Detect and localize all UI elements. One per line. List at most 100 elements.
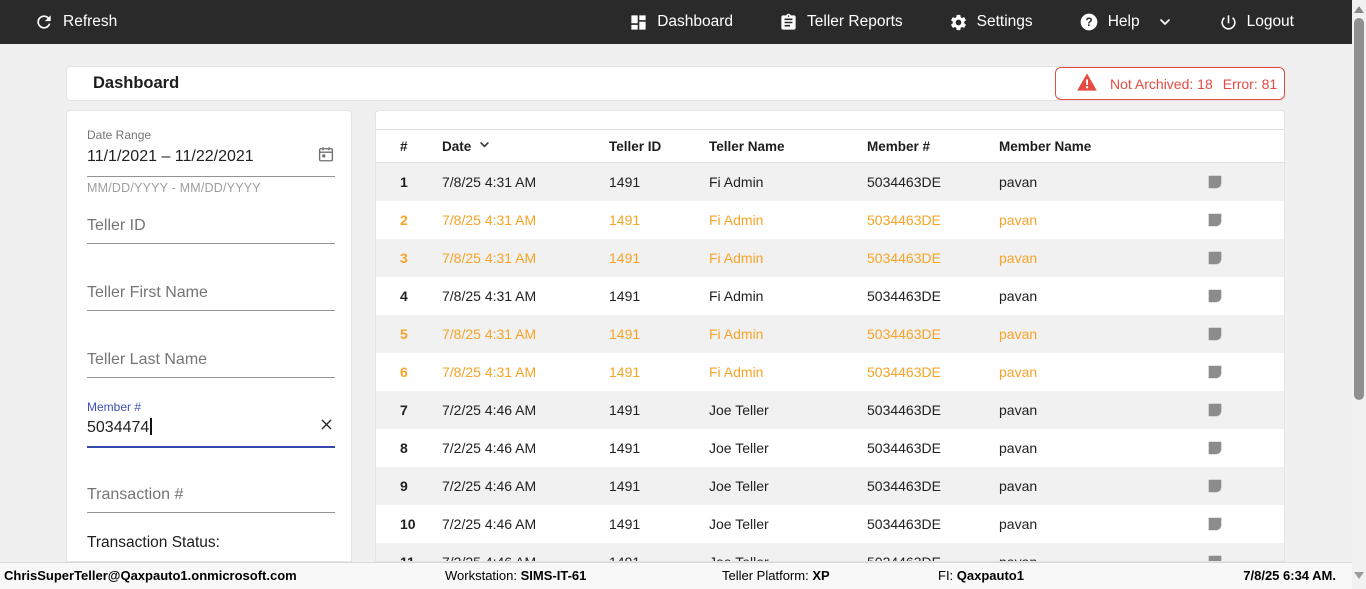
table-row[interactable]: 3 7/8/25 4:31 AM 1491 Fi Admin 5034463DE…	[376, 238, 1284, 277]
row-date: 7/8/25 4:31 AM	[442, 287, 537, 304]
row-note-cell	[1179, 429, 1284, 467]
row-teller-name: Fi Admin	[709, 325, 764, 342]
calendar-icon[interactable]	[317, 145, 335, 168]
date-range-input[interactable]: 11/1/2021 – 11/22/2021	[87, 145, 335, 177]
filters-sidebar: Date Range 11/1/2021 – 11/22/2021 MM/DD/…	[66, 110, 352, 562]
help-icon: ?	[1079, 12, 1099, 32]
note-icon[interactable]	[1206, 439, 1284, 457]
svg-text:?: ?	[1085, 16, 1092, 29]
row-number: 4	[400, 287, 408, 304]
row-note-cell	[1179, 277, 1284, 315]
vertical-scrollbar[interactable]	[1352, 0, 1366, 589]
table-row[interactable]: 9 7/2/25 4:46 AM 1491 Joe Teller 5034463…	[376, 466, 1284, 505]
row-date: 7/8/25 4:31 AM	[442, 363, 537, 380]
nav-dashboard[interactable]: Dashboard	[629, 13, 733, 32]
row-note-cell	[1179, 201, 1284, 239]
alert-error-count: Error: 81	[1222, 75, 1278, 92]
row-member-name: pavan	[999, 325, 1038, 342]
table-row[interactable]: 2 7/8/25 4:31 AM 1491 Fi Admin 5034463DE…	[376, 201, 1284, 239]
row-member-name: pavan	[999, 363, 1038, 380]
row-teller-name: Joe Teller	[709, 515, 769, 532]
row-teller-name: Fi Admin	[709, 211, 764, 228]
table-row[interactable]: 8 7/2/25 4:46 AM 1491 Joe Teller 5034463…	[376, 429, 1284, 467]
scrollbar-thumb[interactable]	[1354, 18, 1364, 400]
col-header-date[interactable]: Date	[442, 129, 609, 163]
nav-teller-reports[interactable]: Teller Reports	[779, 13, 903, 32]
archive-error-alert[interactable]: Not Archived: 18 Error: 81	[1055, 67, 1285, 100]
teller-id-placeholder: Teller ID	[87, 217, 146, 234]
note-icon[interactable]	[1206, 515, 1284, 533]
table-body: 1 7/8/25 4:31 AM 1491 Fi Admin 5034463DE…	[376, 162, 1284, 562]
chevron-down-icon	[1157, 14, 1173, 30]
col-header-teller-id[interactable]: Teller ID	[609, 129, 709, 163]
row-teller-name: Fi Admin	[709, 173, 764, 190]
nav-logout-label: Logout	[1246, 13, 1294, 30]
transaction-number-placeholder: Transaction #	[87, 486, 184, 503]
table-row[interactable]: 5 7/8/25 4:31 AM 1491 Fi Admin 5034463DE…	[376, 314, 1284, 353]
note-icon[interactable]	[1206, 401, 1284, 419]
nav-settings[interactable]: Settings	[949, 13, 1033, 32]
row-date: 7/8/25 4:31 AM	[442, 211, 537, 228]
date-range-hint: MM/DD/YYYY - MM/DD/YYYY	[87, 181, 261, 195]
table-row[interactable]: 7 7/2/25 4:46 AM 1491 Joe Teller 5034463…	[376, 390, 1284, 429]
row-teller-id: 1491	[609, 287, 641, 304]
note-icon[interactable]	[1206, 287, 1284, 305]
table-row[interactable]: 4 7/8/25 4:31 AM 1491 Fi Admin 5034463DE…	[376, 277, 1284, 315]
row-teller-id: 1491	[609, 401, 641, 418]
note-icon[interactable]	[1206, 173, 1284, 191]
note-icon[interactable]	[1206, 553, 1284, 561]
note-icon[interactable]	[1206, 249, 1284, 267]
col-header-teller-name[interactable]: Teller Name	[709, 129, 867, 163]
row-member-number: 5034463DE	[867, 287, 941, 304]
table-row[interactable]: 10 7/2/25 4:46 AM 1491 Joe Teller 503446…	[376, 505, 1284, 543]
text-caret	[150, 417, 152, 435]
nav-settings-label: Settings	[976, 13, 1033, 30]
row-teller-name: Joe Teller	[709, 439, 769, 456]
scroll-down-arrow-icon[interactable]	[1354, 572, 1364, 579]
scroll-up-arrow-icon[interactable]	[1354, 6, 1364, 13]
table-row[interactable]: 6 7/8/25 4:31 AM 1491 Fi Admin 5034463DE…	[376, 353, 1284, 391]
clipboard-icon	[779, 13, 798, 32]
row-date: 7/2/25 4:46 AM	[442, 439, 537, 456]
col-header-member-name[interactable]: Member Name	[999, 129, 1179, 163]
row-date: 7/2/25 4:46 AM	[442, 515, 537, 532]
sort-descending-icon[interactable]	[477, 137, 492, 155]
note-icon[interactable]	[1206, 211, 1284, 229]
row-member-name: pavan	[999, 173, 1038, 190]
row-member-number: 5034463DE	[867, 553, 941, 562]
teller-id-input[interactable]: Teller ID	[87, 217, 335, 244]
row-note-cell	[1179, 353, 1284, 391]
refresh-button[interactable]: Refresh	[34, 12, 117, 32]
table-row[interactable]: 1 7/8/25 4:31 AM 1491 Fi Admin 5034463DE…	[376, 162, 1284, 201]
teller-last-name-input[interactable]: Teller Last Name	[87, 351, 335, 378]
row-member-number: 5034463DE	[867, 173, 941, 190]
teller-first-name-input[interactable]: Teller First Name	[87, 284, 335, 311]
nav-help[interactable]: ? Help	[1079, 12, 1173, 32]
row-member-name: pavan	[999, 249, 1038, 266]
row-note-cell	[1179, 391, 1284, 429]
transaction-status-label: Transaction Status:	[87, 534, 220, 551]
row-member-name: pavan	[999, 553, 1038, 562]
member-number-input[interactable]: 5034474	[87, 416, 335, 448]
col-header-num[interactable]: #	[376, 129, 442, 163]
row-member-number: 5034463DE	[867, 363, 941, 380]
row-member-number: 5034463DE	[867, 325, 941, 342]
row-teller-id: 1491	[609, 249, 641, 266]
row-member-number: 5034463DE	[867, 401, 941, 418]
note-icon[interactable]	[1206, 363, 1284, 381]
member-number-label: Member #	[87, 400, 142, 414]
gear-icon	[949, 13, 968, 32]
nav-logout[interactable]: Logout	[1219, 13, 1294, 32]
note-icon[interactable]	[1206, 325, 1284, 343]
transaction-number-input[interactable]: Transaction #	[87, 486, 335, 513]
row-teller-name: Joe Teller	[709, 401, 769, 418]
nav-teller-reports-label: Teller Reports	[807, 13, 903, 30]
clear-icon[interactable]	[318, 416, 335, 438]
table-row[interactable]: 11 7/2/25 4:46 AM 1491 Joe Teller 503446…	[376, 542, 1284, 562]
col-header-member[interactable]: Member #	[867, 129, 999, 163]
row-teller-name: Joe Teller	[709, 477, 769, 494]
note-icon[interactable]	[1206, 477, 1284, 495]
power-icon	[1219, 13, 1238, 32]
row-member-name: pavan	[999, 401, 1038, 418]
row-number: 8	[400, 439, 408, 456]
